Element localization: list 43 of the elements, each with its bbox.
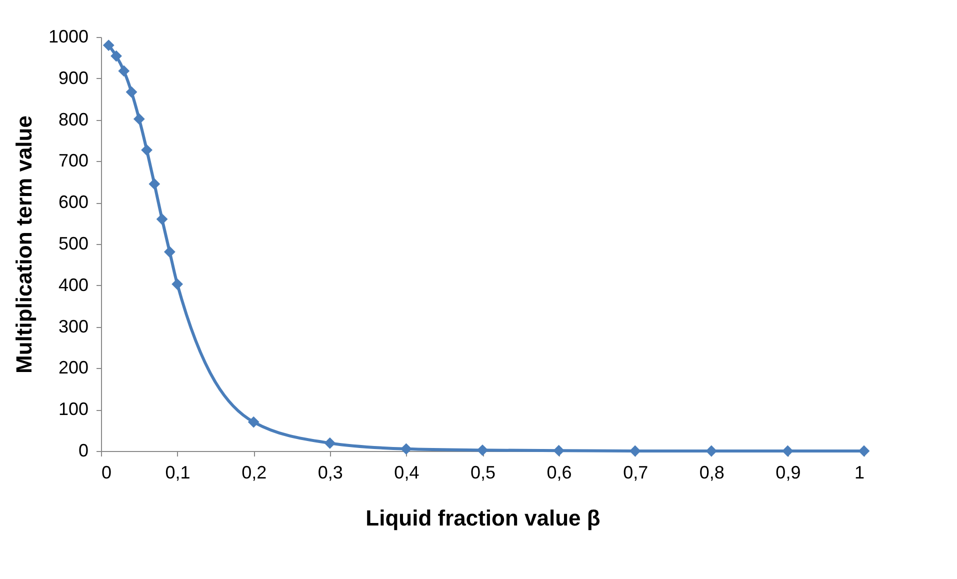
x-tick-label: 0,3 <box>318 462 343 482</box>
x-tick-label: 0,4 <box>394 462 420 482</box>
x-tick-label: 0,1 <box>165 462 190 482</box>
x-tick-label: 0,2 <box>242 462 267 482</box>
y-tick-label: 400 <box>58 274 88 295</box>
point <box>248 416 260 428</box>
point <box>118 65 130 77</box>
x-tick-label: 0,9 <box>776 462 801 482</box>
point <box>172 278 183 290</box>
y-tick-label: 200 <box>58 358 88 378</box>
y-tick-label: 900 <box>58 68 88 88</box>
y-tick-label: 800 <box>58 109 88 130</box>
point <box>148 178 160 190</box>
point <box>133 113 145 125</box>
point <box>476 444 488 456</box>
y-tick-label: 300 <box>58 316 88 336</box>
point <box>553 444 564 456</box>
point <box>858 445 870 457</box>
point <box>110 50 122 62</box>
x-tick-label: 0,7 <box>623 462 648 482</box>
point <box>629 445 641 457</box>
point <box>156 213 168 225</box>
x-tick-label: 0,8 <box>699 462 724 482</box>
point <box>324 437 336 449</box>
point <box>164 246 176 258</box>
y-axis-title: Multiplication term value <box>11 116 36 374</box>
y-tick-label: 1000 <box>48 26 88 46</box>
point <box>400 443 412 455</box>
point <box>782 445 794 457</box>
y-tick-label: 600 <box>58 192 88 212</box>
x-tick-label: 1 <box>854 462 864 482</box>
point <box>126 86 138 98</box>
y-tick-label: 700 <box>58 150 88 171</box>
x-axis-title: Liquid fraction value β <box>366 506 600 530</box>
point <box>102 40 114 51</box>
y-tick-label: 0 <box>78 440 88 460</box>
x-tick-label: 0,6 <box>546 462 572 482</box>
point <box>141 144 152 156</box>
y-tick-label: 500 <box>58 234 88 254</box>
x-tick-label: 0,5 <box>470 462 496 482</box>
point <box>706 445 718 457</box>
y-tick-label: 100 <box>58 399 88 420</box>
x-tick-label: 0 <box>102 462 112 482</box>
